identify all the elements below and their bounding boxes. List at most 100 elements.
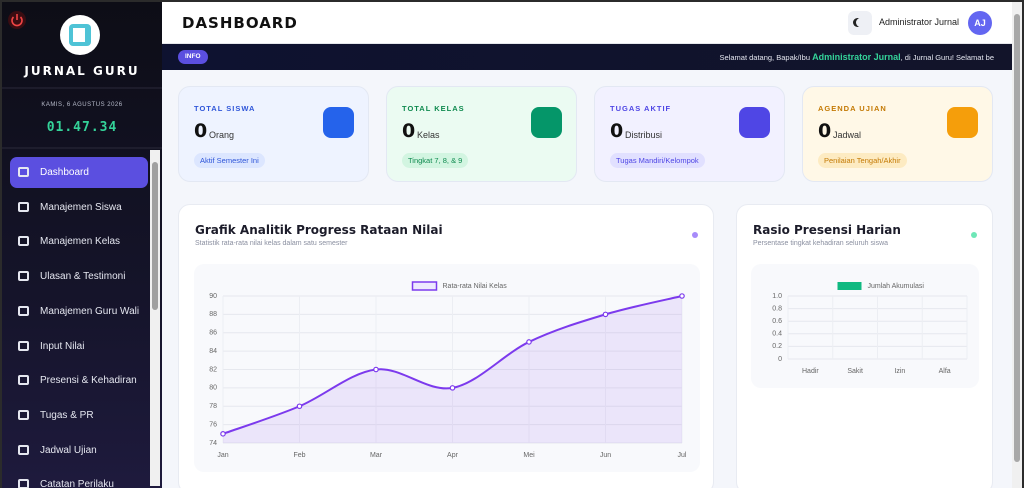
theme-toggle[interactable] (848, 11, 872, 35)
y-tick-label: 76 (209, 421, 217, 428)
stat-card: AGENDA UJIAN 0 Jadwal Penilaian Tengah/Akhi… (802, 86, 993, 182)
stat-badge: Aktif Semester Ini (194, 153, 265, 168)
y-tick-label: 0.4 (772, 331, 782, 338)
header: DASHBOARD Administrator Jurnal AJ (162, 2, 1012, 44)
y-tick-label: 88 (209, 311, 217, 318)
y-tick-label: 86 (209, 330, 217, 337)
avatar[interactable]: AJ (968, 11, 992, 35)
x-tick-label: Izin (894, 368, 905, 375)
moon-icon (856, 18, 865, 27)
x-tick-label: Alfa (939, 368, 951, 375)
menu-item[interactable]: Tugas & PR (10, 400, 148, 431)
marquee-text: Selamat datang, Bapak/Ibu (719, 53, 810, 62)
scrollbar (150, 150, 160, 486)
y-tick-label: 0.8 (772, 305, 782, 312)
point (373, 366, 379, 373)
menu-icon (18, 271, 29, 282)
bar-chart: 0 0.2 0.4 0.6 0.8 1.0 Hadir Sakit Izin Alfa Jumlah… (772, 282, 968, 375)
x-tick-label: Jan (217, 452, 228, 459)
menu-item[interactable]: Manajemen Guru Wali (10, 296, 148, 327)
page-title: DASHBOARD (182, 14, 298, 32)
x-tick-label: Sakit (847, 368, 863, 375)
menu-item[interactable]: Ulasan & Testimoni (10, 261, 148, 292)
chart-panel (751, 264, 979, 388)
stat-unit: Distribusi (625, 130, 663, 140)
stat-value: 0 (194, 120, 208, 142)
stat-unit: Jadwal (833, 130, 862, 140)
y-tick-label: 0.2 (772, 343, 782, 350)
stat-card: TOTAL KELAS 0 Kelas Tingkat 7, 8, & 9 (386, 86, 577, 182)
y-tick-label: 0 (778, 356, 782, 363)
point (220, 431, 226, 437)
y-tick-label: 74 (209, 440, 217, 447)
x-tick-label: Mei (523, 452, 535, 459)
info-badge: INFO (178, 50, 208, 64)
stat-unit: Kelas (417, 130, 440, 140)
stat-label: TOTAL KELAS (402, 104, 465, 113)
y-tick-label: 84 (209, 348, 217, 355)
sidebar: JURNAL GURU KAMIS, 6 AGUSTUS 2026 01.47.… (2, 2, 162, 488)
chart-card: Rasio Presensi Harian Persentase tingkat… (736, 204, 993, 488)
x-tick-label: Hadir (802, 368, 819, 375)
marquee: Selamat datang, Bapak/Ibu Administrator … (720, 52, 994, 62)
clock: 01.47.34 (46, 120, 118, 135)
stat-value: 0 (818, 120, 832, 142)
menu-icon (18, 236, 29, 247)
line-chart: 74 76 78 80 82 84 86 88 90 Jan Feb Mar Apr Mei Jun Jul R… (209, 281, 687, 459)
info-bar: INFO Selamat datang, Bapak/Ibu Administr… (162, 44, 1012, 70)
main: DASHBOARD Administrator Jurnal AJ INFO S… (162, 2, 1012, 488)
menu-item[interactable]: Jadwal Ujian (10, 435, 148, 466)
x-tick-label: Jun (600, 452, 611, 459)
marquee-highlight: Administrator Jurnal (812, 52, 901, 62)
scroll-thumb[interactable] (1014, 14, 1020, 462)
stat-label: TUGAS AKTIF (610, 104, 672, 113)
legend-label: Rata-rata Nilai Kelas (443, 283, 508, 290)
menu-icon (18, 444, 29, 455)
scroll-thumb[interactable] (152, 162, 158, 310)
marquee-text: , di Jurnal Guru! Selamat be (900, 53, 994, 62)
menu-item[interactable]: Manajemen Siswa (10, 192, 148, 223)
menu-icon (18, 201, 29, 212)
point (296, 403, 303, 410)
logo-icon (73, 28, 85, 42)
status-dot (971, 232, 977, 238)
menu-icon (18, 409, 29, 420)
point (526, 339, 532, 345)
y-tick-label: 80 (209, 385, 217, 392)
menu-item[interactable]: Dashboard (10, 157, 148, 188)
status-dot (692, 232, 698, 238)
stat-icon (531, 107, 562, 138)
stat-card: TOTAL SISWA 0 Orang Aktif Semester Ini (178, 86, 369, 182)
chart-panel (194, 264, 700, 472)
stat-unit: Orang (209, 130, 235, 140)
chart-subtitle: Persentase tingkat kehadiran seluruh sis… (753, 240, 889, 247)
x-tick-label: Mar (370, 452, 383, 459)
x-tick-label: Feb (293, 452, 305, 459)
stat-value: 0 (610, 120, 624, 142)
stat-badge: Tingkat 7, 8, & 9 (402, 153, 469, 168)
point (449, 385, 456, 391)
point (602, 311, 609, 318)
menu-item[interactable]: Presensi & Kehadiran (10, 365, 148, 396)
menu-item[interactable]: Input Nilai (10, 331, 148, 362)
y-tick-label: 90 (209, 293, 217, 300)
point (679, 293, 685, 299)
stat-icon (947, 107, 978, 138)
menu-item[interactable]: Catatan Perilaku (10, 469, 148, 488)
y-tick-label: 0.6 (772, 318, 782, 325)
chart-subtitle: Statistik rata-rata nilai kelas dalam sa… (195, 240, 348, 247)
legend-label: Jumlah Akumulasi (868, 283, 925, 290)
menu-icon (18, 375, 29, 386)
stat-value: 0 (402, 120, 416, 142)
line-area (223, 296, 682, 443)
power-icon (11, 16, 23, 27)
chart-title: Rasio Presensi Harian (753, 223, 901, 237)
menu-item[interactable]: Manajemen Kelas (10, 226, 148, 257)
user-name[interactable]: Administrator Jurnal (879, 17, 960, 27)
date: KAMIS, 6 AGUSTUS 2026 (41, 102, 123, 108)
brand: JURNAL GURU (24, 64, 140, 78)
menu-icon (18, 340, 29, 351)
stat-label: TOTAL SISWA (194, 104, 256, 113)
